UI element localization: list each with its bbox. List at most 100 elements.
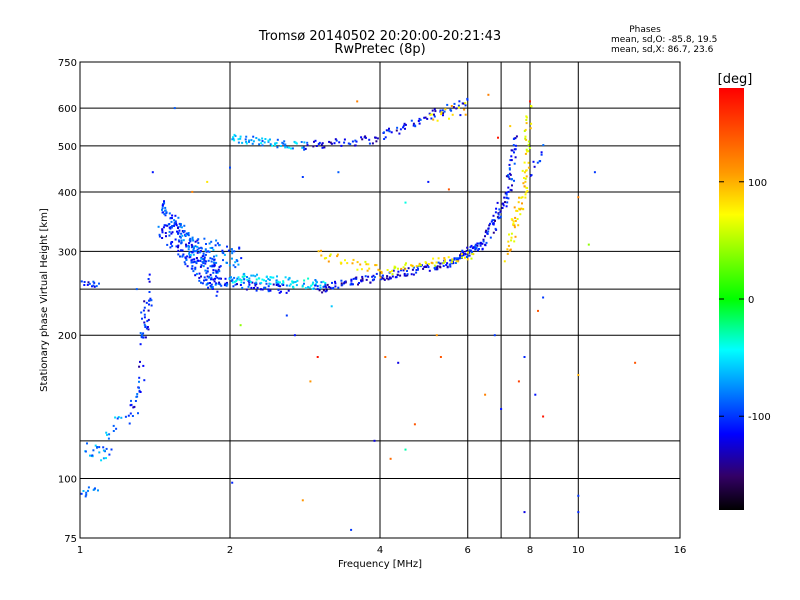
data-point [189, 240, 192, 243]
data-point [237, 263, 240, 266]
data-point [110, 448, 113, 451]
data-point [340, 282, 343, 285]
data-point [231, 279, 234, 282]
data-point [412, 122, 415, 125]
data-point [274, 142, 277, 145]
data-point [323, 146, 326, 149]
data-point [288, 284, 291, 287]
data-point [451, 259, 454, 262]
data-point [433, 267, 436, 269]
data-point [319, 287, 322, 290]
data-point [430, 117, 433, 120]
data-point [314, 284, 317, 287]
data-point [285, 314, 288, 317]
data-point [180, 241, 183, 244]
data-point [150, 304, 153, 307]
data-point [189, 237, 192, 240]
data-point [191, 236, 194, 239]
data-point [216, 242, 219, 245]
data-point [231, 138, 234, 141]
data-point [528, 147, 531, 149]
data-point [510, 155, 513, 158]
data-point [404, 263, 407, 266]
data-point [254, 275, 257, 278]
data-point [112, 424, 115, 427]
data-point [241, 275, 244, 278]
data-point [308, 286, 311, 289]
data-point [287, 289, 290, 292]
data-point [94, 487, 96, 490]
data-point [466, 97, 469, 100]
data-point [331, 281, 333, 284]
data-point [209, 284, 212, 287]
data-point [307, 277, 310, 280]
data-point [239, 324, 242, 327]
data-point [513, 240, 516, 243]
data-point [430, 261, 433, 264]
data-point [466, 246, 469, 249]
data-point [180, 232, 183, 235]
data-point [178, 229, 181, 232]
data-point [215, 294, 218, 297]
data-point [314, 139, 317, 142]
data-point [440, 113, 443, 116]
data-point [216, 276, 219, 279]
data-point [294, 141, 297, 144]
data-point [205, 283, 208, 286]
data-point [485, 241, 488, 244]
data-point [496, 216, 499, 219]
data-point [524, 193, 527, 196]
data-point [329, 253, 332, 256]
data-point [233, 276, 236, 279]
data-point [173, 107, 176, 110]
data-point [307, 286, 310, 289]
data-point [250, 139, 253, 142]
data-point [512, 222, 515, 225]
y-axis-label: Stationary phase Virtual Height [km] [39, 208, 50, 392]
data-point [522, 208, 525, 211]
data-point [197, 238, 200, 241]
data-point [406, 274, 409, 277]
data-point [204, 269, 207, 272]
data-point [504, 201, 506, 204]
data-point [494, 227, 497, 230]
data-point [457, 257, 460, 260]
data-point [177, 216, 180, 219]
data-point [202, 265, 205, 268]
data-point [508, 168, 511, 171]
data-point [516, 218, 519, 220]
data-point [185, 245, 188, 248]
data-point [184, 263, 187, 266]
data-point [445, 264, 448, 266]
data-point [514, 235, 517, 238]
data-point [318, 141, 321, 144]
data-point [402, 124, 405, 127]
data-point [235, 280, 237, 283]
data-point [437, 257, 440, 260]
data-point [92, 284, 95, 287]
data-point [244, 138, 247, 141]
data-point [487, 93, 490, 96]
data-point [92, 488, 95, 491]
data-point [142, 309, 145, 312]
data-point [212, 269, 215, 272]
data-point [210, 277, 213, 280]
data-point [275, 281, 278, 284]
data-point [503, 196, 506, 199]
data-point [303, 279, 306, 282]
data-point [387, 278, 390, 281]
data-point [211, 288, 214, 290]
data-point [238, 246, 241, 249]
data-point [217, 268, 220, 271]
data-point [169, 246, 172, 249]
data-point [242, 281, 245, 284]
data-point [224, 277, 227, 280]
data-point [212, 248, 215, 251]
data-point [229, 166, 231, 169]
data-point [303, 141, 306, 144]
data-point [512, 220, 515, 223]
data-point [283, 144, 286, 147]
data-point [203, 256, 206, 259]
data-point [215, 271, 218, 273]
data-point [351, 283, 354, 286]
